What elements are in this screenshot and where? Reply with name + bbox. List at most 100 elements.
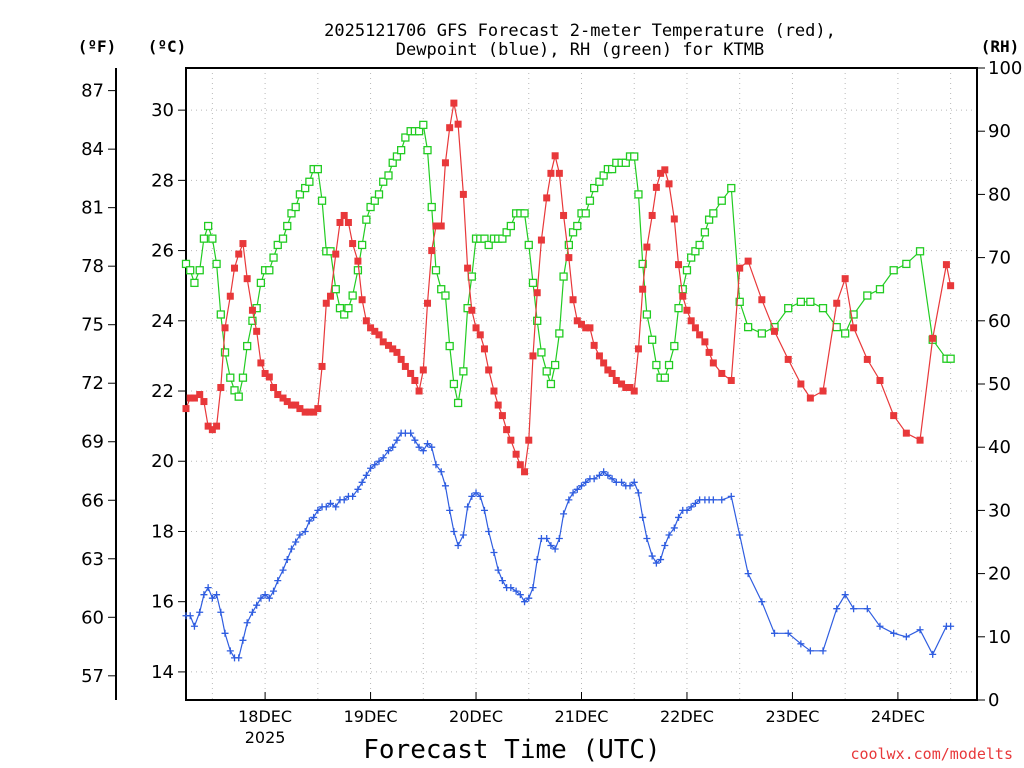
dewpoint-point: [270, 587, 278, 595]
temperature-point: [485, 366, 493, 374]
rh-point: [678, 285, 687, 294]
rh-point: [484, 240, 493, 250]
temperature-point: [393, 348, 401, 356]
temperature-point: [718, 369, 726, 377]
dewpoint-point: [507, 584, 515, 592]
dewpoint-point: [221, 629, 229, 637]
fahrenheit-tick-label: 63: [81, 549, 104, 570]
rh-point: [265, 266, 274, 275]
dewpoint-point: [727, 492, 735, 500]
fahrenheit-tick-label: 81: [81, 198, 104, 219]
temperature-point: [336, 218, 344, 226]
rh-point: [638, 259, 647, 269]
dewpoint-point: [424, 440, 432, 448]
rh-point: [401, 133, 410, 142]
dewpoint-point: [618, 478, 626, 486]
dewpoint-point: [600, 468, 608, 476]
temperature-point: [661, 166, 669, 174]
dewpoint-point: [547, 542, 555, 550]
temperature-point: [401, 362, 409, 370]
temperature-point: [196, 391, 204, 399]
rh-point: [537, 348, 546, 357]
dewpoint-point: [305, 517, 313, 525]
rh-point: [546, 379, 556, 389]
temperature-point: [947, 282, 955, 290]
rh-point: [397, 146, 406, 155]
temperature-point: [428, 247, 436, 255]
temperature-point: [806, 394, 814, 402]
dewpoint-point: [419, 447, 427, 455]
dewpoint-point: [604, 471, 612, 479]
dewpoint-point: [358, 478, 366, 486]
temperature-point: [736, 264, 744, 272]
dewpoint-point: [450, 527, 458, 535]
rh-point: [216, 310, 225, 319]
temperature-point: [630, 387, 638, 395]
temperature-point: [582, 324, 590, 332]
x-tick-label: 22DEC: [660, 707, 714, 726]
temperature-point: [709, 359, 717, 367]
temperature-point: [243, 275, 251, 283]
temperature-point: [507, 436, 515, 444]
temperature-point: [358, 296, 366, 304]
dewpoint-point: [494, 566, 502, 574]
dewpoint-point: [454, 542, 462, 550]
temperature-point: [797, 380, 805, 388]
rh-point: [226, 373, 235, 382]
rh-point: [652, 360, 661, 370]
temperature-point: [494, 401, 502, 409]
rh-point: [889, 266, 898, 275]
rh-point: [414, 127, 424, 136]
rh-point: [234, 392, 243, 401]
temperature-point: [890, 412, 898, 420]
temperature-point: [340, 211, 348, 219]
dewpoint-point: [639, 513, 647, 521]
rh-point: [818, 304, 828, 313]
temperature-point: [657, 169, 665, 177]
dewpoint-point: [248, 608, 256, 616]
temperature-point: [565, 254, 573, 262]
rh-point: [278, 234, 288, 243]
rh-point: [467, 272, 476, 281]
temperature-point: [929, 334, 937, 342]
dewpoint-point: [573, 485, 581, 493]
rh-tick-label: 0: [988, 690, 999, 711]
temperature-point: [701, 338, 709, 346]
dewpoint-point: [208, 594, 216, 602]
temperature-point: [454, 120, 462, 128]
temperature-point: [204, 422, 212, 430]
temperature-point: [432, 222, 440, 230]
temperature-point: [942, 261, 950, 269]
rh-point: [353, 266, 363, 275]
temperature-point: [604, 366, 612, 374]
dewpoint-point: [349, 492, 357, 500]
dewpoint-point: [432, 461, 440, 469]
temperature-point: [310, 408, 318, 416]
temperature-point: [301, 408, 309, 416]
dewpoint-point: [296, 531, 304, 539]
rh-point: [392, 152, 402, 161]
rh-point: [915, 247, 925, 256]
rh-tick-label: 80: [988, 184, 1011, 205]
temperature-point: [305, 408, 313, 416]
dewpoint-point: [235, 654, 243, 662]
celsius-tick-label: 30: [151, 100, 174, 121]
fahrenheit-tick-label: 84: [81, 139, 104, 160]
dewpoint-point: [533, 556, 541, 564]
temperature-point: [863, 355, 871, 363]
temperature-point: [652, 183, 660, 191]
dewpoint-point: [200, 591, 208, 599]
dewpoint-point: [819, 647, 827, 655]
fahrenheit-tick-label: 75: [81, 315, 104, 336]
temperature-point: [200, 398, 208, 406]
dewpoint-point: [367, 464, 375, 472]
rh-point: [634, 190, 643, 199]
rh-point: [208, 234, 217, 243]
dewpoint-point: [468, 492, 476, 500]
rh-point: [717, 196, 726, 205]
dewpoint-point: [314, 506, 322, 514]
dewpoint-point: [578, 482, 585, 490]
rh-point: [506, 221, 515, 231]
dewpoint-point: [551, 545, 559, 553]
temperature-point: [490, 387, 498, 395]
